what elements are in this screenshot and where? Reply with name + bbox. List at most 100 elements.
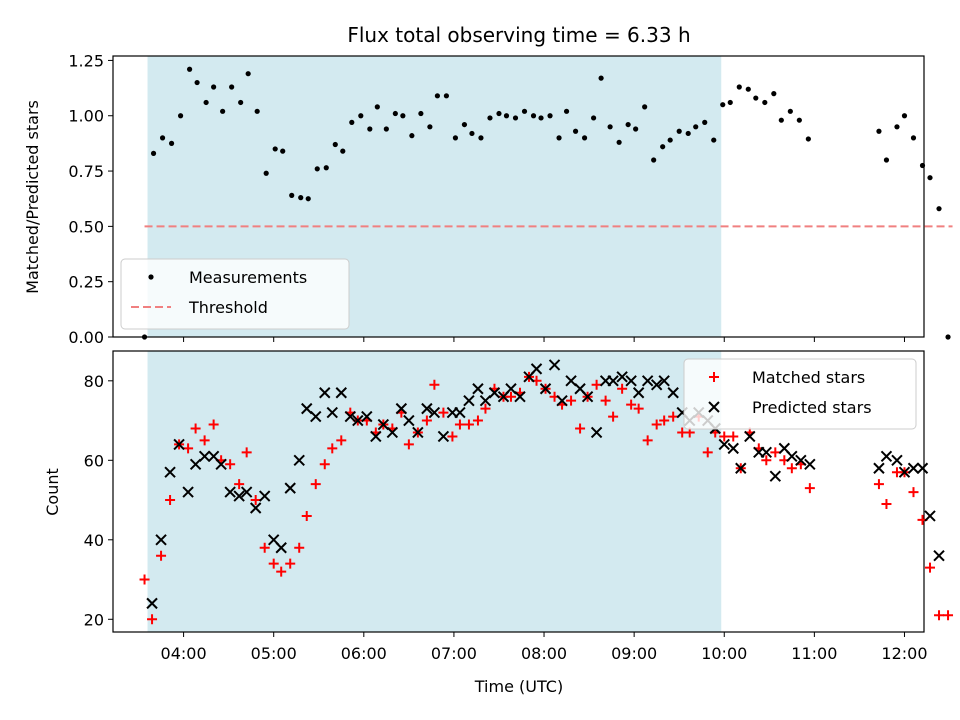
measurement-point [194,79,200,86]
bottom-y-axis-label: Count [43,468,62,516]
y-tick-label: 1.00 [68,107,104,126]
measurement-point [547,113,553,119]
measurement-point [400,113,406,119]
matched-stars-point [566,395,577,406]
x-tick-label: 04:00 [161,644,207,663]
measurement-point [245,71,251,77]
legend-box [120,258,350,330]
legend-label: Measurements [189,268,307,287]
measurement-point [150,150,157,156]
matched-stars-point [225,459,236,470]
measurement-point [667,137,673,143]
measurement-point [254,108,260,114]
matched-stars-point [617,383,628,394]
measurement-point [512,115,519,121]
matched-stars-point [480,403,491,414]
predicted-stars-point [164,466,176,478]
matched-stars-point [463,419,474,430]
measurement-point [685,130,691,137]
matched-stars-point [234,479,245,490]
y-tick-label: 0.00 [68,328,104,347]
predicted-stars-point [607,375,619,387]
matched-stars-point [505,391,516,402]
matched-stars-point [934,610,945,621]
measurement-point [693,124,699,130]
predicted-stars-point [370,430,382,443]
measurement-point [556,135,562,141]
legend-label: Matched stars [752,368,865,387]
measurement-point [374,104,380,110]
matched-stars-point [728,431,739,442]
legend-swatch-predicted [708,401,720,413]
measurement-point [203,99,209,106]
measurement-point [496,110,502,117]
legend-label: Predicted stars [752,398,872,417]
x-tick-label: 08:00 [521,644,567,663]
predicted-stars-point [556,394,568,407]
x-tick-label: 09:00 [611,644,657,663]
predicted-stars-point [182,486,194,498]
predicted-stars-point [581,390,594,403]
observing-span-shade [147,351,722,632]
matched-stars-point [147,614,158,625]
matched-stars-point [591,379,602,390]
x-tick-label: 06:00 [341,644,387,663]
predicted-stars-point [933,549,945,562]
predicted-stars-point [565,375,577,387]
matched-stars-point [336,435,347,446]
predicted-stars-point [530,363,543,375]
measurement-point [263,170,269,176]
predicted-stars-point [463,394,475,407]
predicted-stars-point [275,542,287,554]
measurement-point [289,192,295,198]
predicted-stars-point [616,371,628,383]
predicted-stars-point [641,375,654,387]
measurement-point [367,126,373,132]
predicted-stars-point [437,430,450,443]
predicted-stars-point [377,418,390,431]
matched-stars-point [659,415,670,426]
measurement-point [919,162,926,169]
y-tick-label: 40 [84,531,104,550]
matched-stars-point [786,463,797,474]
matched-stars-point [319,459,330,470]
y-tick-label: 0.75 [68,162,104,181]
matched-stars-point [633,403,644,414]
measurement-point [651,157,657,163]
matched-stars-point [165,495,176,506]
measurement-point [901,113,908,119]
predicted-stars-point [361,410,373,423]
measurement-point [572,128,579,134]
top-legend: Measurements Threshold [120,258,350,330]
matched-stars-point [438,407,449,418]
measurement-point [762,99,768,106]
measurement-point [469,130,475,137]
matched-stars-point [472,415,483,426]
measurement-point [358,113,364,119]
predicted-stars-point [479,394,492,407]
matched-stars-point [327,443,338,454]
measurement-point [349,119,355,125]
predicted-stars-point [880,450,893,463]
plot-frame [112,55,925,338]
predicted-stars-point [319,387,331,399]
measurement-point [427,124,433,130]
matched-stars-point [285,558,296,569]
measurement-point [305,196,311,202]
measurement-point [581,135,588,141]
predicted-stars-point [472,383,484,395]
y-tick-label: 60 [84,451,104,470]
x-tick-label: 12:00 [881,644,927,663]
predicted-stars-point [769,470,782,482]
matched-stars-point [276,566,287,577]
matched-stars-point [199,435,210,446]
predicted-stars-point [344,410,357,423]
matched-stars-point [208,419,219,430]
measurement-point [220,108,226,114]
predicted-stars-point [301,402,313,415]
matched-stars-point [668,411,679,422]
measurement-point [530,113,537,119]
matched-stars-point [925,562,936,573]
matched-stars-point [183,443,194,454]
matched-stars-point [626,399,637,410]
